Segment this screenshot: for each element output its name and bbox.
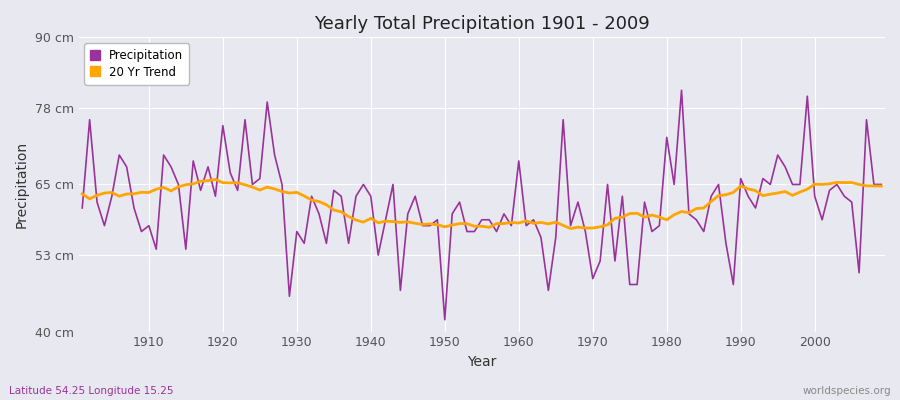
- Y-axis label: Precipitation: Precipitation: [15, 141, 29, 228]
- Legend: Precipitation, 20 Yr Trend: Precipitation, 20 Yr Trend: [85, 43, 189, 84]
- Text: worldspecies.org: worldspecies.org: [803, 386, 891, 396]
- Text: Latitude 54.25 Longitude 15.25: Latitude 54.25 Longitude 15.25: [9, 386, 174, 396]
- Title: Yearly Total Precipitation 1901 - 2009: Yearly Total Precipitation 1901 - 2009: [314, 15, 650, 33]
- X-axis label: Year: Year: [467, 355, 497, 369]
